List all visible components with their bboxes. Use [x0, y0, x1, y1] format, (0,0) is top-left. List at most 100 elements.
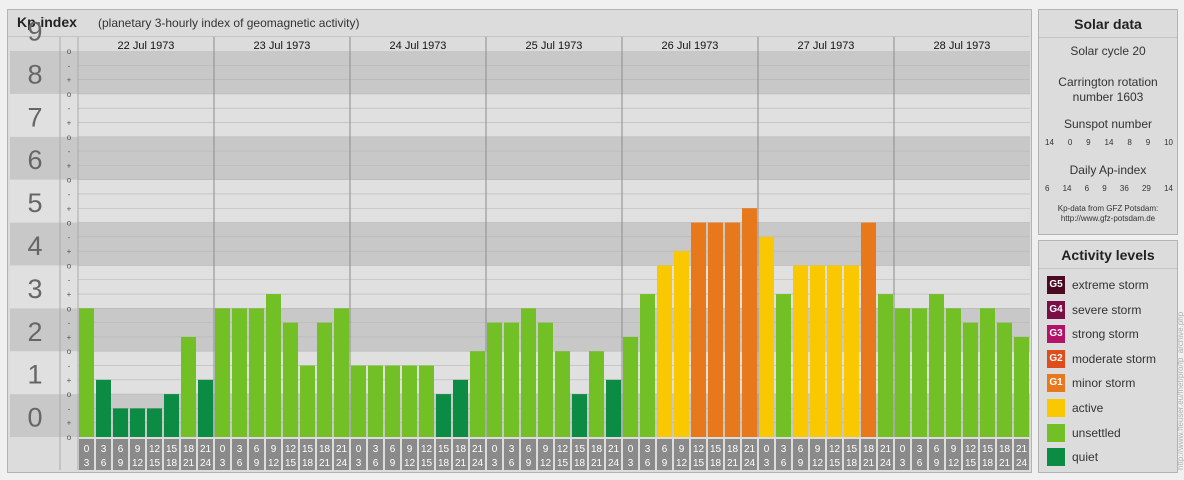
kp-bar — [470, 351, 485, 437]
legend-swatch — [1047, 423, 1065, 442]
hour-bin-box — [436, 439, 451, 470]
kp-bar — [232, 308, 247, 437]
legend-item: quiet — [1047, 448, 1175, 468]
hour-bin-start-label: 18 — [319, 444, 331, 455]
hour-bin-end-label: 15 — [557, 458, 569, 469]
legend-swatch: G4 — [1047, 300, 1065, 319]
y-minor-tick-label: + — [67, 333, 72, 342]
kp-bar — [708, 222, 723, 437]
hour-bin-start-label: 18 — [591, 444, 603, 455]
legend-item: G2 moderate storm — [1047, 349, 1175, 370]
hour-bin-box — [810, 439, 825, 470]
hour-bin-start-label: 12 — [693, 444, 705, 455]
kp-bar — [946, 308, 961, 437]
y-minor-tick-label: + — [67, 118, 72, 127]
hour-bin-box — [640, 439, 655, 470]
day-label: 22 Jul 1973 — [118, 40, 175, 52]
day-label: 27 Jul 1973 — [798, 40, 855, 52]
hour-bin-box — [487, 439, 502, 470]
hour-bin-end-label: 18 — [166, 458, 178, 469]
kp-bar — [283, 322, 298, 437]
kp-bar — [555, 351, 570, 437]
hour-bin-box — [844, 439, 859, 470]
hour-bin-start-label: 6 — [254, 444, 260, 455]
kp-bar — [929, 294, 944, 437]
hour-bin-start-label: 15 — [166, 444, 178, 455]
hour-bin-end-label: 6 — [101, 458, 107, 469]
kp-bar — [980, 308, 995, 437]
hour-bin-start-label: 0 — [492, 444, 498, 455]
hour-bin-end-label: 24 — [608, 458, 620, 469]
hour-bin-box — [589, 439, 604, 470]
kp-band — [10, 222, 1030, 266]
hour-bin-start-label: 12 — [829, 444, 841, 455]
sunspot-value: 9 — [1086, 138, 1091, 147]
hour-bin-box — [674, 439, 689, 470]
hour-bin-end-label: 24 — [744, 458, 756, 469]
sunspot-value: 0 — [1067, 138, 1073, 147]
hour-bin-start-label: 21 — [608, 444, 620, 455]
kp-bar — [691, 222, 706, 437]
hour-bin-end-label: 3 — [900, 458, 906, 469]
hour-bin-box — [79, 439, 94, 470]
kp-bar — [657, 265, 672, 437]
kp-bar — [963, 322, 978, 437]
hour-bin-end-label: 3 — [356, 458, 362, 469]
carrington-rotation-line1: Carrington rotation — [1058, 75, 1158, 89]
kp-bar — [300, 365, 315, 437]
y-minor-tick-label: o — [67, 90, 72, 99]
hour-bin-box — [249, 439, 264, 470]
y-minor-tick-label: - — [68, 233, 71, 242]
daily-ap-label: Daily Ap-index — [1069, 163, 1147, 177]
hour-bin-start-label: 21 — [1016, 444, 1028, 455]
legend-label: severe storm — [1072, 302, 1142, 317]
ap-value: 6 — [1045, 184, 1050, 193]
hour-bin-start-label: 12 — [149, 444, 161, 455]
kp-bar — [572, 394, 587, 437]
hour-bin-start-label: 12 — [421, 444, 433, 455]
kp-bar — [453, 379, 468, 437]
hour-bin-box — [147, 439, 162, 470]
hour-bin-start-label: 6 — [118, 444, 124, 455]
hour-bin-end-label: 15 — [285, 458, 297, 469]
hour-bin-start-label: 3 — [509, 444, 515, 455]
y-minor-tick-label: o — [67, 176, 72, 185]
y-minor-tick-label: + — [67, 161, 72, 170]
y-tick-label: 9 — [27, 17, 42, 47]
hour-bin-end-label: 9 — [526, 458, 532, 469]
y-minor-tick-label: + — [67, 76, 72, 85]
day-label: 26 Jul 1973 — [662, 40, 719, 52]
hour-bin-start-label: 21 — [472, 444, 484, 455]
y-minor-tick-label: - — [68, 319, 71, 328]
hour-bin-start-label: 9 — [543, 444, 549, 455]
data-credit-line1: Kp-data from GFZ Potsdam: — [1057, 204, 1159, 213]
hour-bin-box — [351, 439, 366, 470]
sunspot-value: 10 — [1164, 138, 1173, 147]
source-url-watermark: http://www.ffeuser.eu/fnet/pro/fp_archiv… — [1176, 311, 1184, 470]
kp-bar — [776, 294, 791, 437]
legend-swatch: G3 — [1047, 325, 1065, 344]
hour-bin-end-label: 21 — [727, 458, 739, 469]
hour-bin-end-label: 21 — [863, 458, 875, 469]
legend-item: unsettled — [1047, 423, 1175, 444]
hour-bin-box — [130, 439, 145, 470]
kp-bar — [198, 379, 213, 437]
data-credit-link[interactable]: http://www.gfz-potsdam.de — [1060, 214, 1156, 223]
hour-bin-box — [759, 439, 774, 470]
hour-bin-box — [470, 439, 485, 470]
kp-band — [10, 394, 1030, 437]
y-tick-label: 4 — [27, 231, 42, 261]
legend-label: moderate storm — [1072, 351, 1157, 366]
kp-bar — [1014, 336, 1029, 437]
legend-swatch — [1047, 399, 1065, 417]
kp-bar — [742, 208, 757, 437]
hour-bin-end-label: 9 — [934, 458, 940, 469]
kp-bar — [878, 294, 893, 437]
hour-bin-box — [266, 439, 281, 470]
kp-band — [10, 136, 1030, 180]
legend-item: G4 severe storm — [1047, 300, 1175, 321]
legend-swatch: G1 — [1047, 374, 1065, 393]
hour-bin-box — [181, 439, 196, 470]
hour-bin-box — [980, 439, 995, 470]
